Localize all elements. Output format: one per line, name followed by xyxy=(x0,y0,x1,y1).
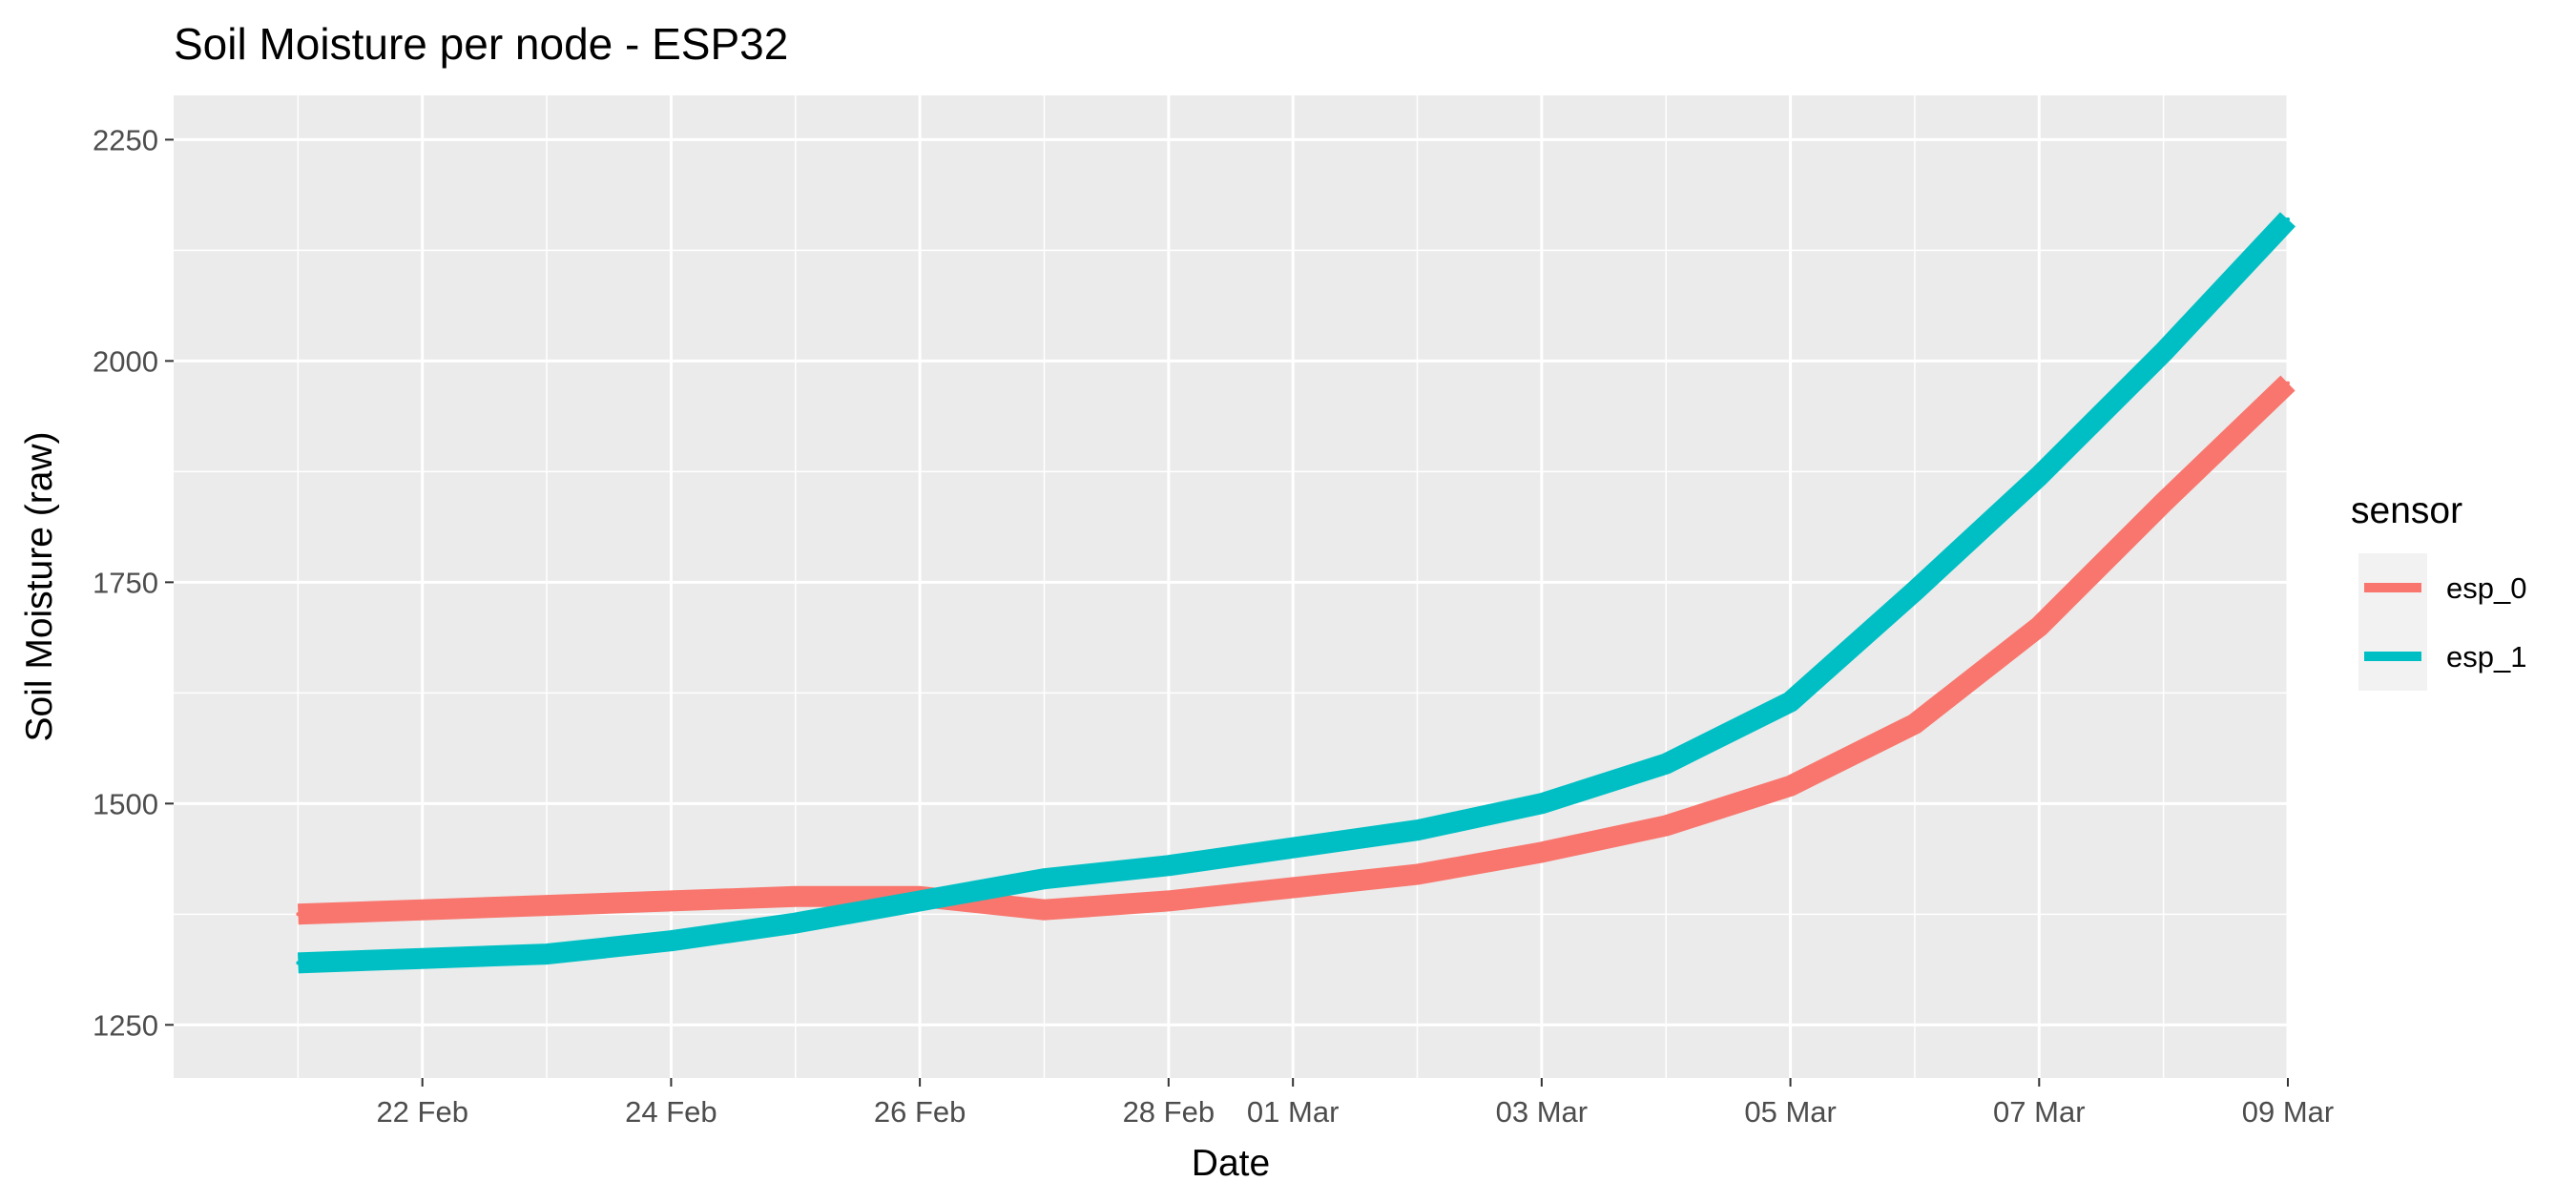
series-point-esp_1 xyxy=(545,952,550,957)
series-point-esp_1 xyxy=(669,939,674,943)
series-point-esp_0 xyxy=(2037,624,2042,629)
series-point-esp_1 xyxy=(296,961,301,965)
x-axis: 22 Feb 24 Feb 26 Feb 28 Feb 01 Mar 03 Mar 05 M… xyxy=(376,1078,2334,1129)
series-point-esp_0 xyxy=(1664,823,1669,828)
legend: sensor esp_0 esp_1 xyxy=(2351,490,2526,691)
series-point-esp_1 xyxy=(1788,699,1793,704)
x-tick-label: 26 Feb xyxy=(874,1095,966,1129)
x-tick-label: 01 Mar xyxy=(1247,1095,1339,1129)
y-tick-label: 2250 xyxy=(93,123,158,156)
x-tick-label: 03 Mar xyxy=(1496,1095,1588,1129)
legend-items: esp_0 esp_1 xyxy=(2358,553,2526,691)
series-point-esp_0 xyxy=(420,907,425,912)
y-tick-label: 2000 xyxy=(93,344,158,378)
series-point-esp_0 xyxy=(793,894,798,899)
series-point-esp_1 xyxy=(2286,217,2290,221)
series-point-esp_1 xyxy=(1664,761,1669,766)
series-point-esp_1 xyxy=(1166,863,1171,868)
series-point-esp_1 xyxy=(1912,589,1917,593)
y-tick-label: 1750 xyxy=(93,566,158,599)
series-point-esp_1 xyxy=(1291,845,1296,850)
series-point-esp_0 xyxy=(2161,500,2166,505)
series-point-esp_0 xyxy=(1042,907,1047,912)
series-point-esp_1 xyxy=(793,921,798,925)
series-layer xyxy=(296,212,2296,974)
series-point-esp_0 xyxy=(296,912,301,917)
series-point-esp_1 xyxy=(1415,828,1420,833)
series-point-esp_1 xyxy=(2161,350,2166,355)
y-tick-label: 1500 xyxy=(93,787,158,820)
legend-title: sensor xyxy=(2351,490,2462,531)
x-axis-title: Date xyxy=(1192,1143,1270,1184)
series-point-esp_1 xyxy=(2037,474,2042,478)
series-point-esp_0 xyxy=(1291,885,1296,890)
series-point-esp_0 xyxy=(1539,850,1544,855)
x-tick-label: 24 Feb xyxy=(625,1095,717,1129)
series-point-esp_1 xyxy=(1539,801,1544,806)
x-tick-label: 05 Mar xyxy=(1744,1095,1836,1129)
y-axis-title: Soil Moisture (raw) xyxy=(19,431,60,741)
plot-panel xyxy=(174,95,2288,1078)
series-point-esp_1 xyxy=(420,956,425,961)
series-point-esp_0 xyxy=(545,903,550,908)
legend-label-esp_1: esp_1 xyxy=(2446,640,2526,674)
y-axis: 1250 1500 1750 2000 2250 xyxy=(93,123,174,1042)
x-tick-label: 28 Feb xyxy=(1123,1095,1215,1129)
series-point-esp_0 xyxy=(669,899,674,903)
series-point-esp_1 xyxy=(918,899,923,903)
series-point-esp_0 xyxy=(1166,899,1171,903)
series-point-esp_0 xyxy=(1788,783,1793,788)
series-point-esp_1 xyxy=(1042,877,1047,881)
x-tick-label: 09 Mar xyxy=(2242,1095,2334,1129)
x-tick-label: 22 Feb xyxy=(376,1095,468,1129)
series-point-esp_0 xyxy=(1912,721,1917,726)
x-tick-label: 07 Mar xyxy=(1993,1095,2085,1129)
chart-title: Soil Moisture per node - ESP32 xyxy=(174,19,788,69)
legend-label-esp_0: esp_0 xyxy=(2446,571,2526,605)
series-point-esp_0 xyxy=(2286,381,2290,385)
y-tick-label: 1250 xyxy=(93,1008,158,1042)
series-point-esp_0 xyxy=(1415,872,1420,877)
